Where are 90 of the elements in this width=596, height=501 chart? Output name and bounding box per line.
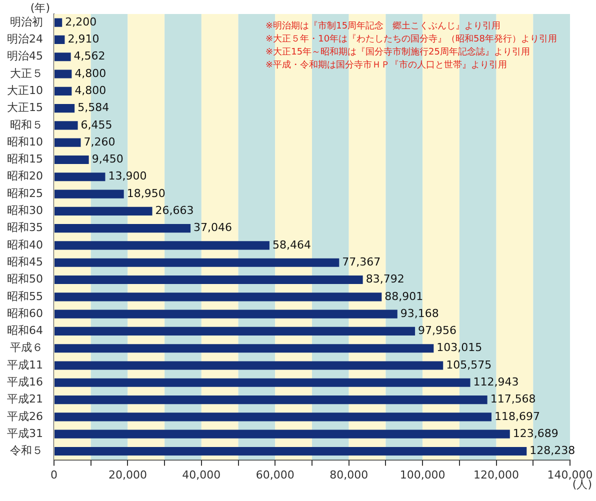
y-tick-label: 昭和60 [6, 306, 43, 320]
y-tick-label: 大正５ [10, 66, 43, 80]
data-label: 117,568 [490, 392, 536, 406]
bar [54, 86, 72, 96]
x-tick-label: 120,000 [474, 468, 520, 482]
bar [54, 361, 444, 370]
data-label: 58,464 [272, 238, 311, 252]
data-label: 118,697 [494, 410, 540, 423]
y-tick-label: 平成６ [10, 341, 43, 354]
bar [54, 155, 89, 164]
bar [54, 378, 470, 387]
bar [54, 172, 106, 182]
data-label: 128,238 [530, 444, 576, 458]
annotation: ※平成・令和期は国分寺市ＨＰ『市の人口と世帯』より引用 [266, 59, 508, 70]
data-label: 7,260 [84, 135, 116, 148]
data-label: 6,455 [80, 118, 112, 132]
data-label: 88,901 [384, 290, 424, 303]
y-tick-label: 昭和45 [6, 255, 43, 268]
data-label: 105,575 [446, 358, 492, 372]
bar [54, 18, 62, 27]
bar [54, 344, 434, 353]
bar [54, 104, 75, 113]
bar [54, 258, 340, 267]
data-label: 5,584 [78, 101, 110, 114]
data-label: 26,663 [155, 204, 194, 218]
bar [54, 275, 363, 284]
y-tick-label: 明治24 [6, 32, 43, 46]
y-tick-label: 昭和20 [6, 170, 43, 183]
x-tick-label: 20,000 [108, 468, 147, 482]
data-label: 93,168 [400, 306, 439, 320]
data-label: 77,367 [342, 255, 381, 268]
bar [54, 446, 527, 456]
data-label: 18,950 [126, 186, 166, 200]
x-tick-label: 80,000 [330, 468, 368, 482]
data-label: 4,562 [74, 50, 106, 63]
annotation: ※明治期は『市制15周年記念 郷土こくぶんじ』より引用 [266, 20, 501, 32]
bar [54, 35, 65, 44]
data-label: 112,943 [473, 376, 519, 388]
annotation: ※大正15年～昭和期は『国分寺市制施行25周年記念誌』より引用 [266, 46, 530, 58]
y-tick-label: 昭和40 [6, 238, 43, 252]
data-label: 123,689 [512, 426, 558, 440]
bar [54, 241, 270, 250]
x-tick-label: 60,000 [256, 468, 294, 482]
y-tick-label: 大正10 [6, 84, 43, 98]
bar [54, 52, 71, 62]
y-tick-label: 昭和50 [6, 272, 43, 286]
data-label: 103,015 [436, 341, 482, 354]
y-tick-label: 明治初 [10, 15, 43, 28]
y-tick-label: 平成26 [6, 410, 43, 423]
y-tick-label: 平成16 [6, 376, 43, 388]
data-label: 83,792 [366, 272, 404, 286]
y-tick-label: 昭和10 [6, 135, 43, 148]
y-tick-label: 昭和35 [6, 221, 43, 234]
bar [54, 70, 72, 78]
y-tick-label: 昭和30 [6, 204, 43, 218]
y-tick-label: 昭和５ [10, 118, 43, 132]
y-tick-label: 平成21 [6, 392, 43, 406]
bar [54, 138, 81, 147]
y-tick-label: 平成11 [6, 358, 43, 372]
data-label: 9,450 [92, 152, 124, 166]
bar [54, 396, 488, 404]
bar [54, 292, 382, 302]
annotation: ※大正５年・10年は『わたしたちの国分寺』（昭和58年発行）より引用 [266, 33, 558, 44]
data-label: 2,910 [68, 32, 100, 46]
bar [54, 224, 191, 233]
y-tick-label: 明治45 [6, 50, 43, 63]
y-tick-label: 昭和64 [6, 324, 43, 338]
y-tick-label: 平成31 [6, 426, 43, 440]
y-tick-label: 昭和25 [6, 186, 43, 200]
bar [54, 121, 78, 130]
y-tick-label: 昭和15 [6, 152, 43, 166]
y-tick-label: 昭和55 [6, 290, 43, 303]
x-tick-label: 100,000 [400, 468, 446, 482]
data-label: 97,956 [418, 324, 457, 338]
bar [54, 310, 398, 318]
bar [54, 326, 416, 336]
bar [54, 206, 152, 216]
data-label: 37,046 [194, 221, 232, 234]
y-tick-label: 令和５ [10, 444, 43, 458]
bar [54, 190, 124, 198]
bar [54, 412, 492, 422]
data-label: 13,900 [108, 170, 147, 183]
data-label: 4,800 [74, 66, 106, 80]
y-axis-title: (年) [30, 1, 50, 14]
y-tick-label: 大正15 [6, 101, 43, 114]
x-tick-label: 0 [50, 468, 58, 482]
x-tick-label: 40,000 [182, 468, 221, 482]
bar [54, 430, 510, 438]
data-label: 2,200 [65, 15, 97, 28]
data-label: 4,800 [74, 84, 106, 98]
